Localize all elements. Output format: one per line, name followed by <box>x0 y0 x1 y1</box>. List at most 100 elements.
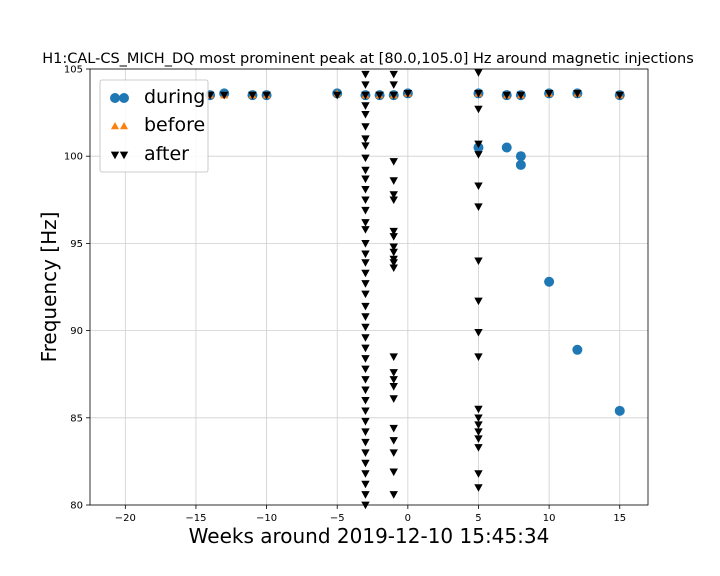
after-point <box>361 259 370 267</box>
after-point <box>361 154 370 163</box>
after-point <box>389 369 398 377</box>
after-point <box>502 91 511 100</box>
after-point <box>389 158 398 166</box>
after-point <box>389 227 398 236</box>
after-point <box>361 102 370 110</box>
after-point <box>389 248 398 257</box>
y-tick-label: 100 <box>64 152 83 163</box>
x-tick-label: 10 <box>543 513 556 524</box>
after-point <box>361 480 370 489</box>
legend-marker-before <box>111 122 119 130</box>
after-point <box>389 437 398 445</box>
after-point <box>474 470 483 478</box>
after-point <box>403 90 413 98</box>
legend-label-before: before <box>144 114 205 136</box>
after-point <box>361 449 370 457</box>
x-tick-label: 15 <box>613 513 626 524</box>
after-point <box>389 468 398 477</box>
after-point <box>389 70 398 79</box>
after-point <box>474 297 483 306</box>
after-point <box>474 69 483 77</box>
after-point <box>615 91 624 100</box>
plot-marks <box>205 69 625 510</box>
after-point <box>474 328 483 337</box>
y-tick-label: 85 <box>70 413 83 424</box>
after-point <box>361 417 370 426</box>
after-point <box>389 91 398 100</box>
after-point <box>262 91 271 100</box>
after-point <box>361 206 370 215</box>
after-point <box>474 203 483 211</box>
after-point <box>361 196 370 204</box>
during-point <box>501 142 512 153</box>
after-point <box>361 344 370 353</box>
chart-title: H1:CAL-CS_MICH_DQ most prominent peak at… <box>42 51 694 67</box>
during-point <box>515 159 526 170</box>
after-point <box>361 365 370 374</box>
axis-ticks: −20 −15 −10 −5 0 5 10 15 80 85 90 95 100 105 <box>64 65 626 525</box>
x-tick-label: −10 <box>256 513 277 524</box>
after-point <box>389 177 398 185</box>
after-point <box>220 91 229 100</box>
after-point <box>516 91 526 100</box>
after-point <box>389 449 398 457</box>
after-point <box>361 269 370 278</box>
after-point <box>389 233 398 241</box>
after-point <box>361 302 370 311</box>
after-point <box>474 182 483 191</box>
after-point <box>474 105 483 114</box>
after-point <box>389 196 398 204</box>
during-point <box>544 276 555 287</box>
after-point <box>361 81 370 89</box>
after-point <box>389 191 398 199</box>
x-axis-label: Weeks around 2019-12-10 15:45:34 <box>189 524 550 548</box>
after-point <box>361 175 370 184</box>
y-tick-label: 95 <box>70 239 83 250</box>
after-point <box>375 91 384 100</box>
after-point <box>389 353 398 361</box>
after-point <box>361 501 370 510</box>
after-point <box>361 226 370 234</box>
after-point <box>361 240 370 248</box>
after-point <box>361 290 370 299</box>
after-point <box>389 376 398 384</box>
after-point <box>474 90 483 98</box>
after-point <box>361 386 370 395</box>
after-point <box>361 219 370 227</box>
during-point <box>614 405 625 416</box>
after-point <box>389 264 398 273</box>
legend-frame <box>99 79 209 173</box>
after-point <box>474 484 483 492</box>
x-tick-label: −15 <box>185 513 206 524</box>
legend: during before after <box>99 79 209 173</box>
after-point <box>361 438 370 447</box>
after-point <box>333 91 342 100</box>
x-tick-label: −20 <box>115 513 136 524</box>
after-point <box>361 470 370 478</box>
after-point <box>361 376 370 384</box>
after-point <box>361 110 370 119</box>
legend-marker-after <box>110 151 120 160</box>
after-point <box>474 444 483 452</box>
x-tick-label: 0 <box>405 513 411 524</box>
after-point <box>361 70 370 79</box>
legend-marker-during <box>110 93 120 103</box>
after-point <box>361 428 370 436</box>
after-point <box>361 334 370 342</box>
y-axis-label: Frequency [Hz] <box>37 212 61 363</box>
during-point <box>572 344 583 355</box>
after-point <box>361 313 370 321</box>
after-point <box>361 250 370 259</box>
after-point <box>573 90 582 98</box>
after-point <box>361 91 370 100</box>
y-tick-label: 90 <box>70 326 83 337</box>
legend-marker-before <box>120 122 128 130</box>
after-point <box>361 323 370 332</box>
after-point <box>474 353 483 361</box>
legend-markers <box>110 93 129 160</box>
after-point <box>389 383 398 391</box>
legend-label-after: after <box>144 143 189 165</box>
after-point <box>361 123 370 131</box>
after-point <box>389 395 398 403</box>
after-point <box>474 151 483 159</box>
